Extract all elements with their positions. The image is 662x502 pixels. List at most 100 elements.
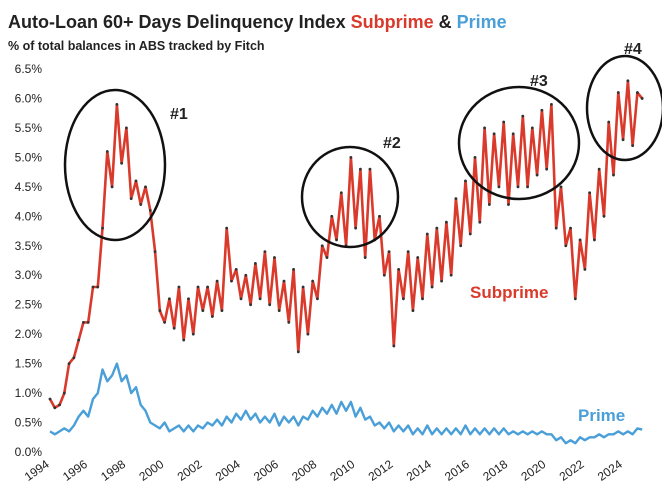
- data-point: [368, 167, 372, 171]
- data-point: [296, 350, 300, 354]
- x-tick-label: 2008: [289, 457, 319, 484]
- data-point: [468, 232, 472, 236]
- data-point: [139, 203, 143, 206]
- data-point: [191, 332, 195, 336]
- x-tick-label: 1994: [22, 457, 52, 484]
- data-point: [607, 120, 611, 124]
- data-point: [521, 114, 525, 118]
- data-point: [158, 309, 162, 312]
- data-point: [564, 244, 568, 248]
- data-point: [210, 315, 214, 318]
- data-point: [273, 256, 276, 259]
- data-point: [406, 250, 410, 254]
- data-point: [101, 226, 104, 230]
- data-point: [464, 179, 467, 183]
- data-point: [612, 173, 615, 177]
- data-point: [48, 397, 52, 401]
- annotation-label: #3: [530, 73, 548, 90]
- data-point: [253, 262, 257, 265]
- data-point: [511, 132, 515, 136]
- data-point: [349, 155, 353, 159]
- data-point: [416, 256, 420, 259]
- data-point: [392, 344, 396, 348]
- data-point: [268, 303, 272, 307]
- x-tick-label: 2024: [595, 457, 625, 484]
- series-line: [49, 362, 643, 445]
- data-point: [631, 144, 635, 148]
- x-tick-label: 2004: [213, 457, 243, 484]
- data-point: [545, 167, 549, 171]
- data-point: [535, 173, 539, 177]
- data-point: [53, 406, 57, 410]
- x-tick-label: 2016: [442, 457, 472, 484]
- data-point: [550, 102, 553, 106]
- data-point: [234, 267, 238, 271]
- y-tick-label: 3.0%: [15, 268, 43, 282]
- data-point: [440, 279, 444, 283]
- x-tick-label: 2002: [175, 457, 205, 484]
- x-tick-label: 1996: [60, 457, 90, 484]
- data-point: [196, 285, 200, 289]
- data-point: [378, 214, 381, 218]
- data-point: [172, 326, 176, 330]
- data-point: [86, 320, 90, 324]
- data-point: [444, 220, 448, 224]
- data-point: [526, 185, 529, 189]
- data-point: [478, 220, 482, 224]
- data-point: [292, 267, 295, 271]
- y-tick-label: 4.0%: [15, 209, 43, 223]
- data-point: [554, 226, 558, 230]
- data-point: [125, 126, 128, 130]
- data-point: [201, 309, 205, 312]
- y-tick-label: 2.5%: [15, 298, 43, 312]
- data-point: [530, 126, 534, 130]
- annotation-circle: [63, 88, 167, 242]
- data-point: [105, 150, 109, 153]
- annotation-label: #2: [383, 135, 401, 152]
- data-point: [425, 232, 429, 236]
- title-main: Auto-Loan 60+ Days Delinquency Index: [8, 12, 346, 32]
- data-point: [430, 285, 434, 289]
- data-point: [449, 273, 453, 277]
- data-point: [287, 320, 291, 324]
- data-point: [316, 297, 319, 301]
- data-point: [435, 226, 439, 230]
- data-point: [163, 320, 167, 324]
- x-tick-label: 2012: [366, 457, 396, 484]
- y-tick-label: 5.0%: [15, 150, 43, 164]
- y-tick-label: 2.0%: [15, 327, 43, 341]
- data-point: [502, 120, 506, 124]
- data-point: [306, 332, 310, 336]
- data-point: [497, 185, 501, 189]
- data-point: [636, 91, 639, 94]
- data-point: [258, 297, 262, 301]
- data-point: [421, 297, 424, 301]
- series-label: Subprime: [470, 283, 548, 302]
- data-point: [588, 191, 592, 195]
- data-point: [363, 256, 367, 259]
- chart-title: Auto-Loan 60+ Days Delinquency Index Sub…: [8, 12, 507, 32]
- data-point: [187, 297, 190, 301]
- y-tick-label: 6.5%: [15, 62, 43, 76]
- data-point: [401, 297, 405, 301]
- data-point: [492, 132, 496, 136]
- y-tick-label: 5.5%: [15, 121, 43, 135]
- y-tick-label: 1.0%: [15, 386, 43, 400]
- data-point: [583, 267, 587, 271]
- data-point: [244, 273, 248, 277]
- data-point: [335, 238, 338, 242]
- data-point: [263, 250, 267, 254]
- title-subprime: Subprime: [351, 12, 434, 32]
- data-point: [67, 362, 71, 366]
- y-tick-label: 1.5%: [15, 357, 43, 371]
- data-point: [129, 197, 133, 201]
- x-tick-label: 2020: [518, 457, 548, 484]
- y-tick-label: 3.5%: [15, 239, 43, 253]
- x-tick-label: 2018: [480, 457, 510, 484]
- annotation-circle: [585, 54, 662, 162]
- data-point: [230, 279, 233, 283]
- y-tick-label: 0.5%: [15, 416, 43, 430]
- data-point: [225, 226, 229, 230]
- data-point: [72, 356, 76, 360]
- data-point: [487, 203, 491, 206]
